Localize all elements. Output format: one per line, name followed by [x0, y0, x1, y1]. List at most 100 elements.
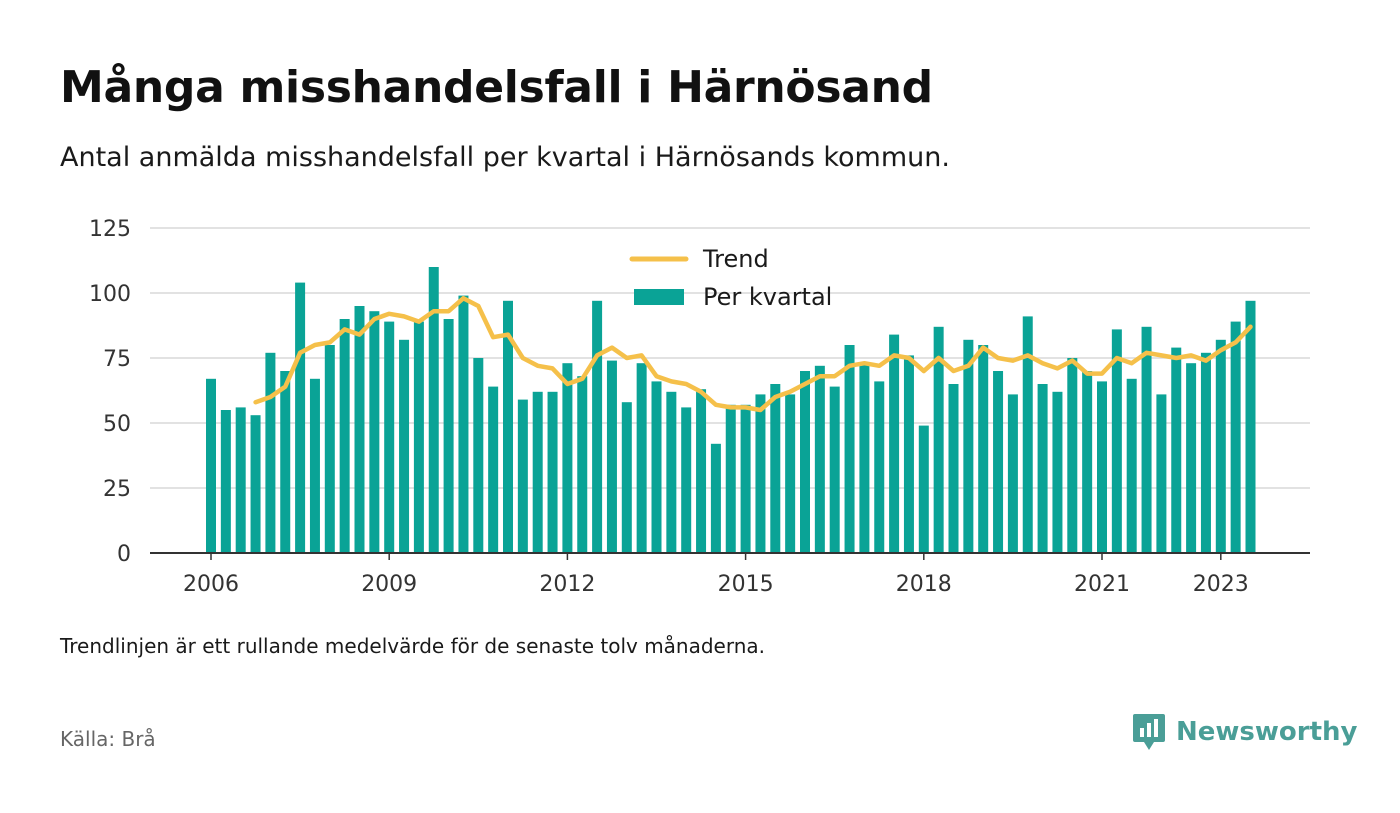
newsworthy-logo-text: Newsworthy: [1176, 717, 1358, 747]
bar: [651, 381, 662, 553]
bar: [1186, 363, 1197, 553]
bar: [725, 404, 736, 553]
y-tick-label: 125: [89, 217, 131, 242]
bar: [814, 365, 825, 553]
x-tick-label: 2023: [1193, 572, 1249, 597]
newsworthy-logo-icon: [1133, 714, 1165, 750]
bar: [488, 386, 499, 553]
y-axis-ticks: 0 25 50 75 100 125: [89, 217, 131, 567]
bar: [1126, 378, 1137, 553]
bar: [696, 389, 707, 553]
bar: [785, 394, 796, 553]
bar: [547, 391, 558, 553]
legend-bar-swatch: [634, 289, 684, 305]
y-tick-label: 100: [89, 282, 131, 307]
x-tick-label: 2018: [896, 572, 952, 597]
bar: [1156, 394, 1167, 553]
bar: [740, 404, 751, 553]
bar: [592, 300, 603, 553]
bar: [1037, 384, 1048, 553]
bar: [1200, 352, 1211, 553]
bar: [503, 300, 513, 553]
bar: [235, 407, 246, 553]
bar: [532, 391, 543, 553]
x-tick-label: 2015: [718, 572, 774, 597]
bar: [562, 363, 573, 553]
bar: [265, 352, 276, 553]
bar: [1230, 321, 1241, 553]
bar: [710, 443, 721, 553]
bar: [889, 334, 900, 553]
bar: [413, 321, 424, 553]
trend-line: [253, 295, 1253, 413]
bar: [978, 345, 989, 553]
bar-series: [206, 267, 1256, 553]
footnote: Trendlinjen är ett rullande medelvärde f…: [60, 634, 766, 658]
chart-subtitle: Antal anmälda misshandelsfall per kvarta…: [60, 142, 950, 173]
bar: [859, 363, 870, 553]
bar: [517, 399, 528, 553]
bar: [1215, 339, 1226, 553]
bar: [1245, 300, 1256, 553]
bar: [324, 345, 335, 553]
source-label: Källa: Brå: [60, 727, 156, 751]
legend-bar-label: Per kvartal: [703, 283, 832, 311]
bar: [428, 267, 439, 553]
bar: [1141, 326, 1152, 553]
x-tick-label: 2021: [1074, 572, 1130, 597]
bar: [963, 339, 974, 553]
y-tick-label: 0: [117, 542, 131, 567]
x-tick-label: 2012: [539, 572, 595, 597]
bar: [399, 339, 410, 553]
bar: [309, 378, 320, 553]
bar: [993, 371, 1004, 553]
bar: [1052, 391, 1063, 553]
bar: [918, 425, 929, 553]
x-tick-label: 2006: [183, 572, 239, 597]
bar: [206, 378, 216, 553]
bar: [354, 306, 365, 553]
bar: [1082, 371, 1093, 553]
bar: [280, 371, 291, 553]
y-tick-label: 75: [103, 347, 131, 372]
newsworthy-logo: Newsworthy: [1132, 712, 1357, 752]
bar: [1067, 358, 1078, 553]
bar: [473, 358, 484, 553]
bar: [844, 345, 855, 553]
bar: [666, 391, 677, 553]
bar: [1022, 316, 1033, 553]
bar: [339, 319, 350, 553]
bar: [220, 410, 231, 553]
bar: [1171, 347, 1182, 553]
bar: [1007, 394, 1018, 553]
bar: [621, 402, 632, 553]
bar: [1111, 329, 1122, 553]
bar: [874, 381, 885, 553]
chart-title: Många misshandelsfall i Härnösand: [60, 62, 933, 113]
y-tick-label: 50: [103, 412, 131, 437]
bar: [443, 319, 454, 553]
bar: [250, 415, 261, 553]
bar: [384, 321, 395, 553]
bar: [369, 311, 380, 553]
bar: [681, 407, 692, 553]
x-tick-label: 2009: [361, 572, 417, 597]
x-axis-ticks: 2006 2009 2012 2015 2018 2021 2023: [183, 553, 1249, 597]
bar: [577, 376, 588, 553]
bar: [295, 282, 306, 553]
bar: [755, 394, 766, 553]
bar: [606, 360, 617, 553]
legend: Trend Per kvartal: [629, 245, 832, 311]
y-tick-label: 25: [103, 477, 131, 502]
bar: [1097, 381, 1107, 553]
bar: [933, 326, 944, 553]
legend-trend-label: Trend: [702, 245, 769, 273]
bar: [903, 355, 914, 553]
bar: [948, 384, 959, 553]
bar: [636, 363, 647, 553]
bar: [829, 386, 840, 553]
bar: [800, 371, 810, 553]
bar: [458, 295, 469, 553]
bar: [770, 384, 781, 553]
